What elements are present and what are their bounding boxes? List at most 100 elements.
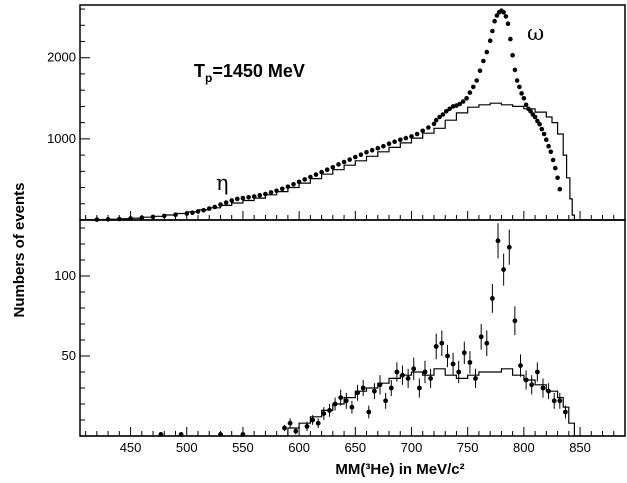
top-data-point [223,200,229,205]
top-data-point [235,196,240,202]
top-data-point [162,213,167,219]
top-data-point [201,208,206,213]
top-y-tick-label-2000: 2000 [47,50,76,65]
top-data-point [550,157,556,163]
top-data-point [409,134,414,139]
top-data-point [347,157,353,162]
top-data-point [353,154,358,160]
bottom-panel-frame [79,219,626,437]
top-data-point [474,78,480,83]
top-data-point [519,91,524,96]
top-y-tick-label-1000: 1000 [47,131,76,146]
y-axis-title: Numbers of events [11,182,28,317]
top-data-point [330,165,336,170]
bottom-data-point [310,417,315,423]
top-data-point [440,112,446,117]
x-tick-label-700: 700 [401,440,423,455]
top-data-point [523,102,529,108]
top-data-point [514,78,520,83]
bottom-data-point [287,420,293,426]
bottom-data-point [417,385,422,391]
bottom-data-point [158,432,164,437]
top-data-point [369,147,375,153]
top-data-point [508,36,513,42]
top-data-point [308,174,313,180]
top-data-point [229,198,234,203]
bottom-data-point [546,388,551,394]
top-simulation-histogram [80,102,625,221]
top-data-point [274,188,279,194]
top-data-point [375,145,381,151]
top-data-point [481,58,486,64]
top-data-point [521,96,527,101]
x-tick-label-650: 650 [344,440,366,455]
bottom-y-tick-labels: 50 100 [54,268,76,363]
x-tick-label-550: 550 [232,440,254,455]
bottom-data-point [240,432,246,437]
top-data-point [460,99,466,104]
top-data-point [296,179,302,185]
bottom-data-point [535,369,540,375]
top-data-point [392,139,397,144]
top-data-point [403,135,409,141]
top-data-point [246,195,251,200]
top-data-point [437,114,442,120]
top-data-point [426,125,431,130]
bottom-data-point [388,385,394,391]
top-data-point [557,186,563,192]
bottom-data-point [327,408,332,413]
top-data-point [173,212,178,217]
top-data-point [532,114,538,120]
top-data-point [212,204,218,210]
top-data-point [190,210,195,215]
top-data-point [528,109,533,114]
bottom-y-tick-label-100: 100 [54,268,76,283]
x-tick-label-800: 800 [513,440,535,455]
bottom-data-point [512,318,518,324]
top-data-point [251,194,257,199]
top-data-point [501,10,506,15]
top-data-point [444,109,449,114]
bottom-data-point [478,334,484,340]
bottom-data-point [506,244,512,250]
bottom-data-point [495,238,501,244]
top-data-point [431,121,437,127]
top-data-point [324,167,330,172]
bottom-data-point [540,385,546,391]
top-data-point [535,118,540,124]
bottom-data-point [293,428,299,434]
bottom-data-point [456,369,462,375]
top-data-point [467,90,473,95]
bottom-data-point [383,398,388,404]
x-tick-label-500: 500 [176,440,198,455]
bottom-data-point [518,363,523,368]
bottom-data-point [529,382,535,388]
top-data-point [492,18,497,24]
top-data-point [336,162,341,167]
bottom-data-point [405,376,411,381]
top-panel: 1000 2000 Tp=1450 MeV η ω [47,4,626,222]
bottom-data-point [467,360,473,365]
bottom-data-point [433,344,439,349]
bottom-data-point [304,424,310,429]
omega-peak-label: ω [527,21,544,45]
top-data-point [539,126,545,132]
bottom-data-point [473,376,478,381]
top-data-point [139,215,145,220]
top-data-point [553,165,558,171]
bottom-data-point [366,409,372,415]
top-data-point [280,186,285,192]
top-data-point [548,149,554,155]
top-data-point [487,38,493,43]
x-axis-title: MM(³He) in MeV/c² [335,461,464,478]
eta-peak-label: η [216,171,229,195]
bottom-data-points [158,223,568,437]
bottom-data-point [321,411,327,416]
top-data-point [537,122,542,127]
top-data-point [517,84,522,90]
bottom-data-point [411,366,417,372]
top-data-point [546,143,551,149]
top-data-point [386,141,392,146]
bottom-data-point [372,388,377,394]
